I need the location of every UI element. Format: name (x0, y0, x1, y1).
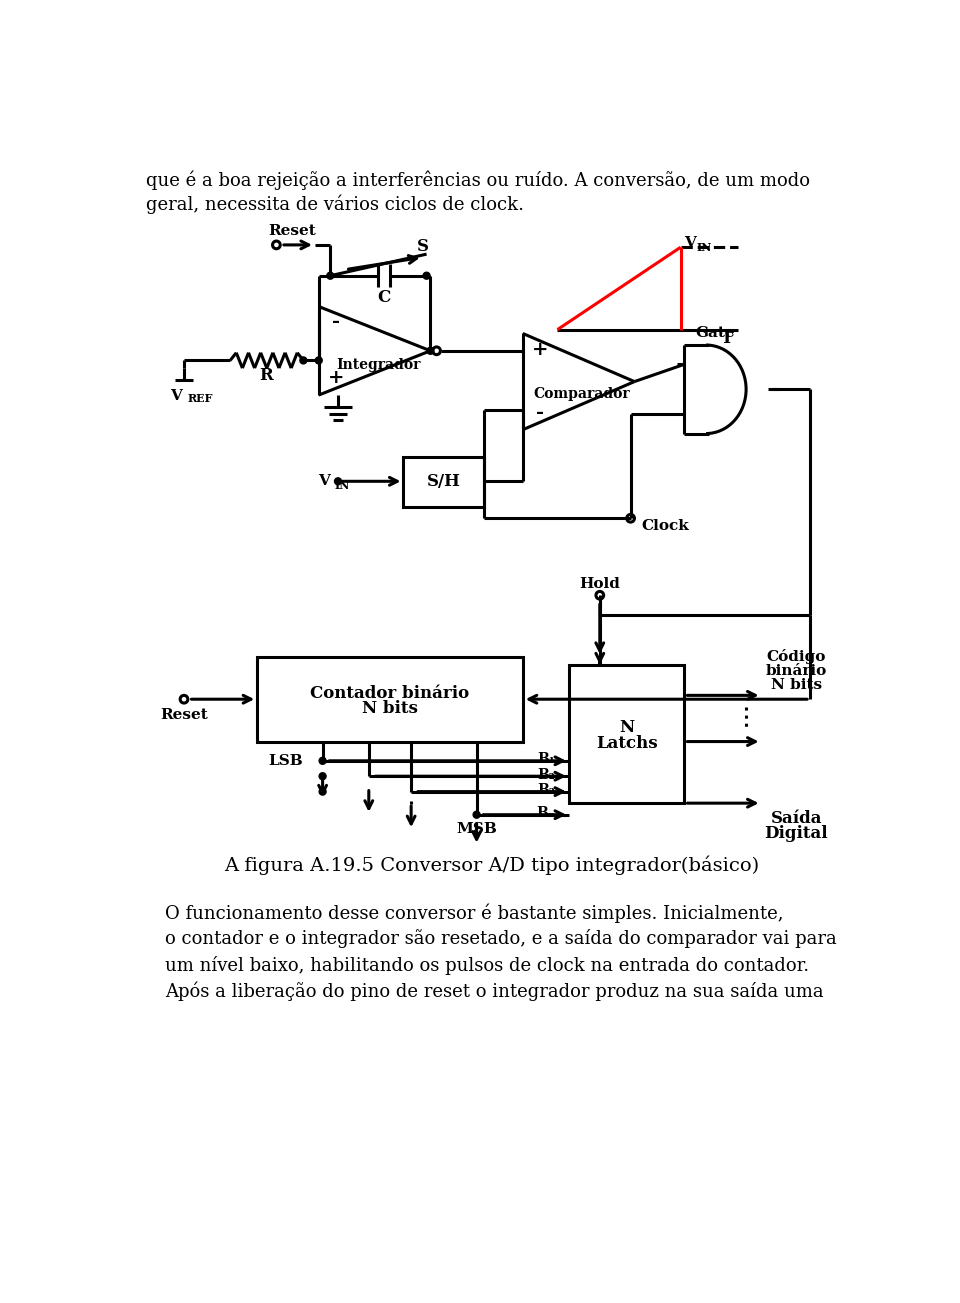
Text: Clock: Clock (641, 519, 689, 533)
Text: T: T (721, 331, 733, 348)
Text: +: + (532, 341, 548, 360)
Text: -: - (536, 404, 543, 422)
Text: Hold: Hold (580, 577, 620, 590)
Text: MSB: MSB (456, 822, 497, 835)
Text: B₂: B₂ (538, 767, 555, 782)
Text: B₁: B₁ (538, 752, 555, 766)
Text: um nível baixo, habilitando os pulsos de clock na entrada do contador.: um nível baixo, habilitando os pulsos de… (165, 955, 809, 975)
Text: Reset: Reset (160, 708, 208, 722)
Text: Digital: Digital (764, 826, 828, 843)
Text: N: N (619, 719, 635, 736)
Text: Comparador: Comparador (534, 387, 631, 401)
FancyBboxPatch shape (569, 665, 684, 803)
Text: A figura A.19.5 Conversor A/D tipo integrador(básico): A figura A.19.5 Conversor A/D tipo integ… (225, 855, 759, 874)
Text: IN: IN (335, 480, 350, 491)
Text: S/H: S/H (426, 473, 461, 490)
Circle shape (319, 788, 326, 795)
Text: V: V (684, 236, 696, 250)
Text: O funcionamento desse conversor é bastante simples. Inicialmente,: O funcionamento desse conversor é bastan… (165, 903, 783, 923)
Text: Latchs: Latchs (596, 735, 658, 752)
Circle shape (315, 357, 323, 364)
Text: S: S (417, 238, 429, 255)
Text: V: V (318, 474, 330, 489)
Circle shape (473, 812, 480, 818)
Text: Reset: Reset (268, 224, 316, 238)
Text: V: V (170, 388, 182, 403)
Circle shape (427, 348, 434, 354)
Text: que é a boa rejeição a interferências ou ruído. A conversão, de um modo: que é a boa rejeição a interferências ou… (146, 171, 809, 190)
Text: Integrador: Integrador (336, 357, 420, 371)
Circle shape (334, 478, 342, 485)
Text: -: - (332, 313, 340, 331)
Text: IN: IN (696, 242, 711, 253)
Text: o contador e o integrador são resetado, e a saída do comparador vai para: o contador e o integrador são resetado, … (165, 929, 836, 949)
Circle shape (300, 357, 307, 364)
Text: R: R (259, 367, 274, 384)
Circle shape (423, 272, 430, 279)
Text: B₃: B₃ (538, 783, 555, 797)
Circle shape (326, 272, 334, 279)
FancyBboxPatch shape (403, 456, 484, 507)
Circle shape (319, 757, 326, 765)
FancyBboxPatch shape (257, 657, 523, 741)
Text: +: + (327, 369, 344, 387)
Text: Contador binário: Contador binário (310, 684, 469, 701)
Text: Após a liberação do pino de reset o integrador produz na sua saída uma: Após a liberação do pino de reset o inte… (165, 981, 824, 1001)
Text: C: C (377, 289, 391, 306)
Text: Bₙ: Bₙ (537, 807, 555, 820)
Text: binário: binário (765, 663, 827, 678)
Text: Gate: Gate (695, 326, 735, 340)
Text: Saída: Saída (770, 810, 822, 827)
Text: N bits: N bits (362, 700, 418, 717)
Text: REF: REF (187, 392, 212, 404)
Text: geral, necessita de vários ciclos de clock.: geral, necessita de vários ciclos de clo… (146, 195, 523, 215)
Text: LSB: LSB (268, 754, 303, 767)
Circle shape (319, 773, 326, 779)
Text: Código: Código (766, 649, 826, 665)
Text: N bits: N bits (771, 678, 822, 692)
